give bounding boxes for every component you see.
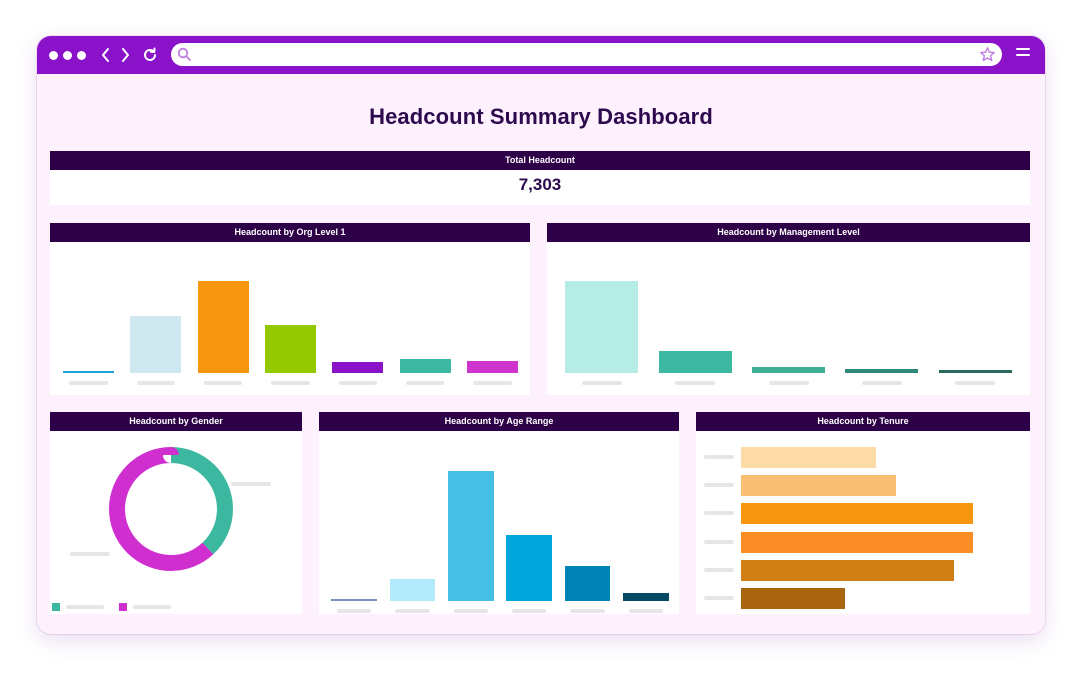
tick-label-placeholder <box>704 483 734 488</box>
browser-toolbar <box>37 36 1045 74</box>
chart-bar <box>741 588 846 609</box>
chart-bar <box>564 565 611 601</box>
chart-bar <box>752 367 825 373</box>
panel-title: Headcount by Age Range <box>319 412 679 431</box>
chart-bar <box>623 593 669 601</box>
panel-title: Headcount by Gender <box>50 412 302 431</box>
tick-label-placeholder <box>955 381 996 385</box>
tick-label-placeholder <box>704 539 734 544</box>
tick-label-placeholder <box>204 381 243 385</box>
legend-swatch <box>52 603 60 611</box>
tick-label-placeholder <box>473 381 512 385</box>
tick-label-placeholder <box>861 381 902 385</box>
tick-label-placeholder <box>628 609 663 613</box>
menu-icon[interactable] <box>1016 47 1030 59</box>
panel-title: Headcount by Org Level 1 <box>50 223 530 242</box>
tick-label-placeholder <box>704 511 734 516</box>
forward-arrow-icon[interactable] <box>119 47 131 63</box>
chart-bar <box>506 534 552 601</box>
data-label-placeholder <box>231 482 271 486</box>
data-label-placeholder <box>70 552 110 556</box>
chart-bar <box>389 578 436 601</box>
chart-bar <box>741 475 897 497</box>
age-range-panel: Headcount by Age Range <box>319 412 679 614</box>
tick-label-placeholder <box>405 381 445 385</box>
tick-label-placeholder <box>395 609 430 613</box>
tick-label-placeholder <box>704 455 734 459</box>
window-dot-icon[interactable] <box>77 51 86 60</box>
back-arrow-icon[interactable] <box>100 47 112 63</box>
chart-bar <box>741 503 973 525</box>
chart-bar <box>741 559 955 581</box>
tick-label-placeholder <box>768 381 809 385</box>
chart-bar <box>331 599 377 601</box>
tick-label-placeholder <box>337 609 372 613</box>
legend-label-placeholder <box>133 605 171 609</box>
management-level-panel: Headcount by Management Level <box>547 223 1030 395</box>
panel-title: Headcount by Tenure <box>696 412 1030 431</box>
org-level-panel: Headcount by Org Level 1 <box>50 223 530 395</box>
legend-swatch <box>119 603 127 611</box>
chart-bar <box>130 316 182 373</box>
chart-bar <box>938 370 1012 373</box>
chart-bar <box>197 281 249 373</box>
tick-label-placeholder <box>581 381 622 385</box>
tick-label-placeholder <box>338 381 377 385</box>
window-dot-icon[interactable] <box>49 51 58 60</box>
tick-label-placeholder <box>512 609 547 613</box>
tick-label-placeholder <box>704 567 734 572</box>
chart-bar <box>466 361 518 373</box>
reload-icon[interactable] <box>142 47 158 63</box>
browser-window: Headcount Summary Dashboard Total Headco… <box>37 36 1045 634</box>
chart-bar <box>332 362 384 373</box>
bookmark-star-icon[interactable] <box>979 46 996 63</box>
tick-label-placeholder <box>453 609 488 613</box>
chart-bar <box>658 351 732 373</box>
total-headcount-panel: Total Headcount 7,303 <box>50 151 1030 205</box>
tenure-panel: Headcount by Tenure <box>696 412 1030 614</box>
total-headcount-value: 7,303 <box>518 175 562 194</box>
panel-title: Headcount by Management Level <box>547 223 1030 242</box>
chart-bar <box>264 325 317 373</box>
address-bar[interactable] <box>171 43 1002 66</box>
legend-label-placeholder <box>66 605 104 609</box>
tick-label-placeholder <box>704 596 734 600</box>
page-title: Headcount Summary Dashboard <box>369 104 713 129</box>
gender-panel: Headcount by Gender <box>50 412 302 614</box>
chart-bar <box>845 369 919 373</box>
chart-bar <box>448 471 494 601</box>
panel-title: Total Headcount <box>50 151 1030 170</box>
donut-slice <box>109 447 233 571</box>
chart-bar <box>565 281 639 373</box>
search-icon <box>177 47 191 61</box>
gender-donut-chart <box>109 447 233 571</box>
tick-label-placeholder <box>271 381 310 385</box>
chart-bar <box>741 447 876 468</box>
window-dot-icon[interactable] <box>63 51 72 60</box>
chart-bar <box>63 371 115 373</box>
chart-bar <box>741 531 973 553</box>
tick-label-placeholder <box>69 381 108 385</box>
tick-label-placeholder <box>136 381 176 385</box>
chart-bar <box>399 359 451 373</box>
tick-label-placeholder <box>570 609 605 613</box>
tick-label-placeholder <box>675 381 716 385</box>
